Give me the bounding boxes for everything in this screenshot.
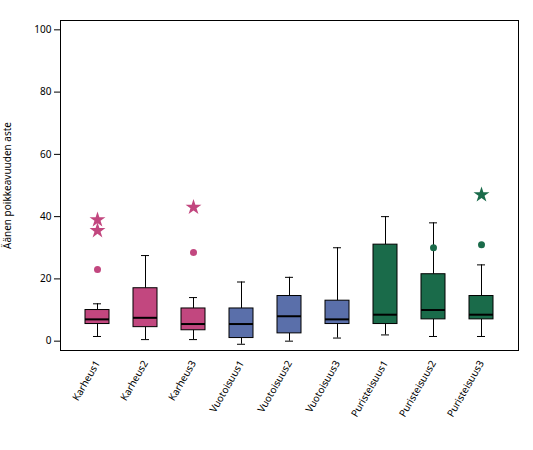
svg-text:Puristeisuus2: Puristeisuus2 — [395, 357, 439, 419]
svg-text:Karheus2: Karheus2 — [117, 357, 151, 403]
svg-text:Äänen poikkeavuuden aste: Äänen poikkeavuuden aste — [0, 122, 14, 249]
svg-text:Puristeisuus3: Puristeisuus3 — [443, 357, 487, 419]
svg-text:Vuotoisuus2: Vuotoisuus2 — [254, 357, 295, 414]
svg-text:80: 80 — [40, 84, 52, 98]
svg-text:100: 100 — [34, 22, 51, 36]
svg-text:40: 40 — [40, 209, 52, 223]
svg-text:Karheus1: Karheus1 — [69, 358, 103, 403]
svg-text:0: 0 — [46, 333, 52, 347]
svg-text:Vuotoisuus1: Vuotoisuus1 — [206, 358, 247, 415]
svg-text:Puristeisuus1: Puristeisuus1 — [347, 358, 391, 420]
svg-text:20: 20 — [40, 271, 52, 285]
svg-text:Vuotoisuus3: Vuotoisuus3 — [302, 357, 343, 414]
svg-text:Karheus3: Karheus3 — [165, 357, 199, 403]
svg-text:60: 60 — [40, 147, 52, 161]
